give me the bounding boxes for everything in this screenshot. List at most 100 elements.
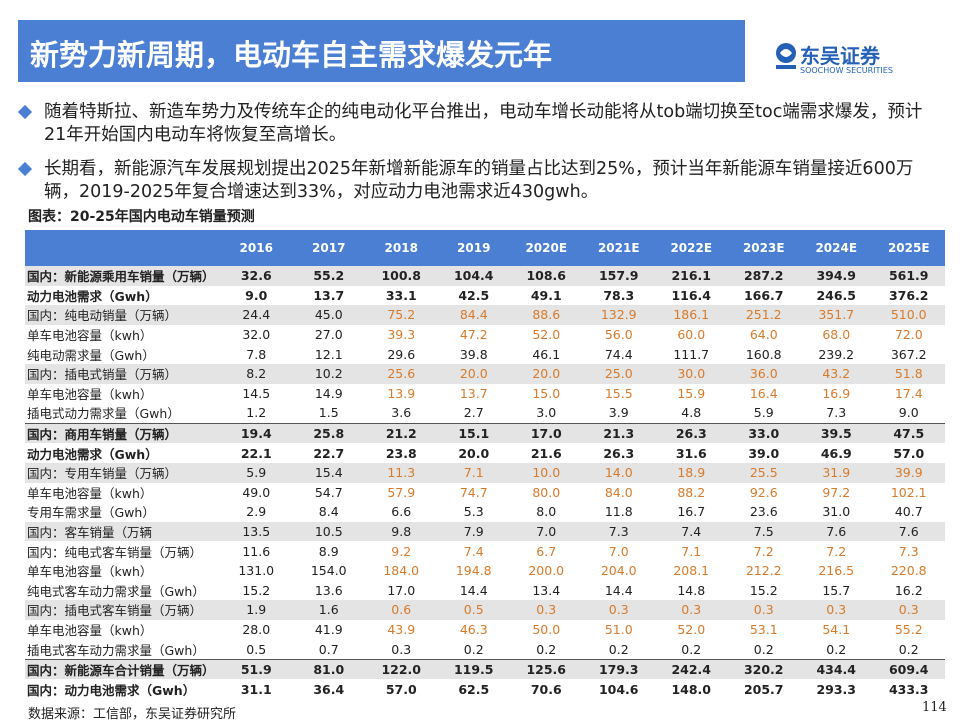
logo-text: 东吴证券: [800, 44, 880, 68]
table-cell: 52.0: [677, 621, 706, 637]
row-label: 动力电池需求（Gwh）: [27, 288, 158, 304]
table-cell: 186.1: [655, 305, 728, 325]
table-cell: 31.0: [822, 504, 851, 520]
table-cell: 20.0: [510, 363, 583, 384]
table-cell: 18.9: [655, 462, 728, 483]
title: 新势力新周期，电动车自主需求爆发元年: [30, 38, 553, 72]
table-cell: 351.7: [800, 305, 873, 325]
table-row: 国内：新能源乘用车销量（万辆） 32.6 55.2 100.8 104.4 108.6 15…: [25, 266, 945, 286]
table-row: 单车电池容量（kwh） 14.5 14.9 13.9 13.7 15.0 15.5 15.9 1…: [25, 384, 945, 404]
table-cell: 13.5: [220, 521, 293, 542]
table-cell: 7.1: [437, 462, 510, 483]
table-cell: 609.4: [872, 658, 945, 680]
row-label: 国内：插电式客车销量（万辆）: [25, 600, 220, 620]
table-cell: 13.4: [532, 582, 561, 598]
table-row: 国内：专用车销量（万辆） 5.9 15.4 11.3 7.1 10.0 14.0 18.9 25…: [25, 462, 945, 483]
table-row: 国内：新能源车合计销量（万辆） 51.9 81.0 122.0 119.5 125.6 17…: [25, 658, 945, 680]
table-cell: 54.7: [314, 484, 343, 500]
table-cell: 13.7: [459, 385, 488, 401]
table-row: 国内：纯电动销量（万辆） 24.4 45.0 75.2 84.4 88.6 132.9 186…: [25, 305, 945, 325]
bullet: 长期看，新能源汽车发展规划提出2025年新增新能源车的销量占比达到25%，预计当…: [17, 158, 938, 204]
table-cell: 7.4: [655, 521, 728, 542]
table-cell: 216.5: [818, 563, 855, 579]
table-cell: 239.2: [818, 346, 855, 362]
table-cell: 3.9: [608, 405, 629, 421]
header-cell: 2023E: [727, 230, 800, 266]
table-cell: 246.5: [816, 287, 857, 303]
table-cell: 64.0: [749, 327, 778, 343]
table-cell: 9.0: [898, 405, 919, 421]
table-cell: 4.8: [681, 405, 702, 421]
table-cell: 13.7: [313, 287, 345, 303]
table-cell: 184.0: [383, 563, 420, 579]
table-cell: 216.1: [655, 266, 728, 286]
table-row: 国内：客车销量（万辆 13.5 10.5 9.8 7.9 7.0 7.3 7.4 7.5 7.6 7…: [25, 521, 945, 542]
table-cell: 160.8: [745, 346, 782, 362]
table-cell: 0.2: [681, 641, 702, 657]
header-cell: 2018: [365, 230, 438, 266]
table-cell: 14.4: [604, 582, 633, 598]
header-cell: 2021E: [582, 230, 655, 266]
table-cell: 154.0: [310, 563, 347, 579]
table-cell: 0.2: [898, 641, 919, 657]
table-cell: 51.8: [872, 363, 945, 384]
table-cell: 212.2: [745, 563, 782, 579]
table-cell: 2.7: [463, 405, 484, 421]
header-cell: 2019: [437, 230, 510, 266]
table-cell: 8.4: [318, 504, 339, 520]
table-cell: 100.8: [365, 266, 438, 286]
table-cell: 42.5: [458, 287, 490, 303]
table-cell: 12.1: [314, 346, 343, 362]
table-cell: 26.3: [655, 422, 728, 444]
table-row: 单车电池容量（kwh） 32.0 27.0 39.3 47.2 52.0 56.0 60.0 6…: [25, 325, 945, 345]
table-cell: 9.0: [245, 287, 268, 303]
table-cell: 7.4: [463, 543, 484, 559]
table-cell: 51.9: [220, 658, 293, 680]
table-cell: 6.6: [391, 504, 412, 520]
table-cell: 376.2: [888, 287, 929, 303]
table-row: 纯电动需求量（Gwh） 7.8 12.1 29.6 39.8 46.1 74.4 111.7 1…: [25, 344, 945, 364]
table-cell: 320.2: [727, 658, 800, 680]
table-cell: 25.8: [292, 422, 365, 444]
table-cell: 14.5: [242, 385, 271, 401]
table-cell: 104.6: [598, 681, 639, 697]
table-cell: 17.0: [510, 422, 583, 444]
table-cell: 43.9: [387, 621, 416, 637]
row-label: 单车电池容量（kwh）: [27, 386, 153, 402]
table-cell: 15.1: [437, 422, 510, 444]
row-label: 插电式客车动力需求量（Gwh）: [27, 642, 205, 658]
table-cell: 16.2: [894, 582, 923, 598]
table-cell: 81.0: [292, 658, 365, 680]
table-cell: 0.3: [727, 600, 800, 620]
title-bar: [18, 20, 745, 82]
table-cell: 80.0: [532, 484, 561, 500]
table-cell: 3.6: [391, 405, 412, 421]
table-cell: 47.2: [459, 327, 488, 343]
table-cell: 251.2: [727, 305, 800, 325]
table-cell: 41.9: [314, 621, 343, 637]
table-cell: 242.4: [655, 658, 728, 680]
table-row: 国内：动力电池需求（Gwh） 31.1 36.4 57.0 62.5 70.6 104.6 1…: [25, 679, 945, 699]
table-cell: 7.2: [753, 543, 774, 559]
table-cell: 0.2: [753, 641, 774, 657]
table-cell: 31.1: [240, 681, 272, 697]
table-cell: 36.4: [313, 681, 345, 697]
table-cell: 29.6: [387, 346, 416, 362]
table-cell: 9.2: [391, 543, 412, 559]
table-cell: 46.3: [459, 621, 488, 637]
table-cell: 0.3: [582, 600, 655, 620]
table-cell: 166.7: [743, 287, 784, 303]
table-cell: 0.2: [536, 641, 557, 657]
table-cell: 13.9: [387, 385, 416, 401]
table-cell: 40.7: [894, 504, 923, 520]
page-number: 114: [922, 700, 947, 715]
table-cell: 92.6: [749, 484, 778, 500]
table-row: 国内：纯电式客车销量（万辆） 11.6 8.9 9.2 7.4 6.7 7.0 7.1 7.2 7…: [25, 541, 945, 561]
table-cell: 57.0: [385, 681, 417, 697]
table-cell: 15.9: [677, 385, 706, 401]
table-caption: 图表：20-25年国内电动车销量预测: [28, 209, 255, 225]
table-cell: 125.6: [510, 658, 583, 680]
table-cell: 26.3: [603, 445, 635, 461]
table-cell: 25.5: [727, 462, 800, 483]
table-cell: 1.6: [292, 600, 365, 620]
